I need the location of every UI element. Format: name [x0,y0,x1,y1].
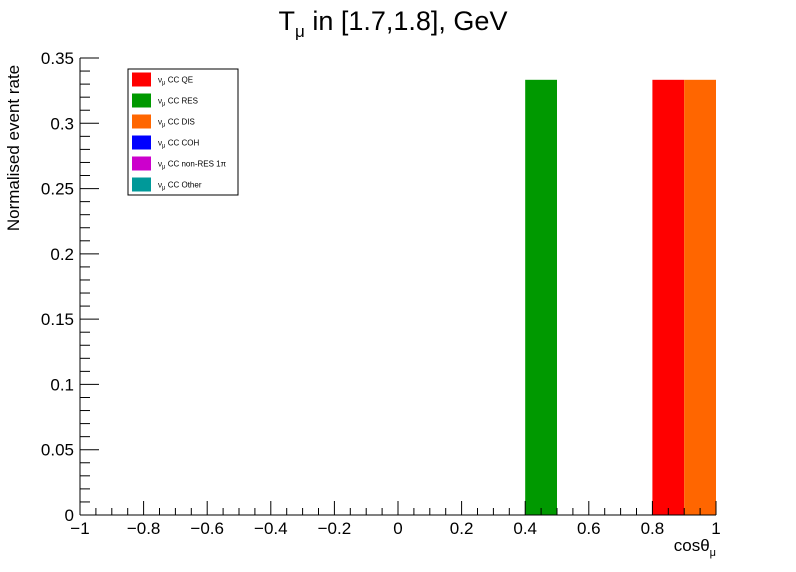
legend-swatch [132,93,151,108]
y-tick-label: 0.3 [50,114,74,133]
x-tick-label: 0.2 [450,519,474,538]
x-axis-label-main: cosθ [674,536,710,555]
x-tick-label: −1 [70,519,89,538]
axes-layer: −1 −0.8 −0.6 −0.4 −0.2 0 0.2 0.4 0.6 0.8 1 0 0.05 0.1… [41,49,721,538]
y-tick-label: 0.2 [50,245,74,264]
x-axis-label: cosθμ [674,536,716,559]
chart-title-rest: in [1.7,1.8], GeV [305,6,508,36]
x-tick-label: 0.8 [641,519,665,538]
y-tick-label: 0.1 [50,375,74,394]
y-tick-label: 0.35 [41,49,74,68]
x-tick-label: −0.2 [318,519,352,538]
legend-swatch [132,135,151,150]
legend-entry-label: νμ CC QE [158,76,193,87]
legend: νμ CC QE νμ CC RES νμ CC DIS νμ CC COH νμ CC… [127,68,239,196]
legend-entry-label: νμ CC COH [158,139,199,150]
x-tick-label: −0.6 [190,519,224,538]
legend-swatch [132,114,151,129]
y-tick-label: 0.15 [41,310,74,329]
legend-entry-label: νμ CC Other [158,181,202,192]
x-tick-label: 0.6 [577,519,601,538]
bar-cc-dis-0 [684,79,716,516]
y-axis-label: Normalised event rate [4,65,23,231]
x-axis-label-sub: μ [710,547,716,559]
chart-title: Tμ in [1.7,1.8], GeV [279,6,508,41]
bars-layer [525,79,716,516]
x-tick-label: 0.4 [513,519,537,538]
y-tick-label: 0.05 [41,441,74,460]
x-tick-label: −0.4 [254,519,288,538]
legend-swatch [132,72,151,87]
legend-swatch [132,156,151,171]
bar-cc-qe-0 [652,79,685,516]
legend-entry-label: νμ CC non-RES 1π [158,160,227,171]
chart-title-sub: μ [295,22,305,41]
y-tick-label: 0.25 [41,180,74,199]
bar-cc-res-0 [525,79,557,516]
legend-entry-label: νμ CC DIS [158,118,195,129]
x-tick-label: −0.8 [127,519,161,538]
chart-title-main: T [279,6,296,36]
y-tick-label: 0 [65,506,74,525]
legend-box [127,68,239,196]
x-tick-label: 1 [711,519,720,538]
legend-entry-label: νμ CC RES [158,97,198,108]
x-tick-label: 0 [393,519,402,538]
legend-swatch [132,177,151,192]
